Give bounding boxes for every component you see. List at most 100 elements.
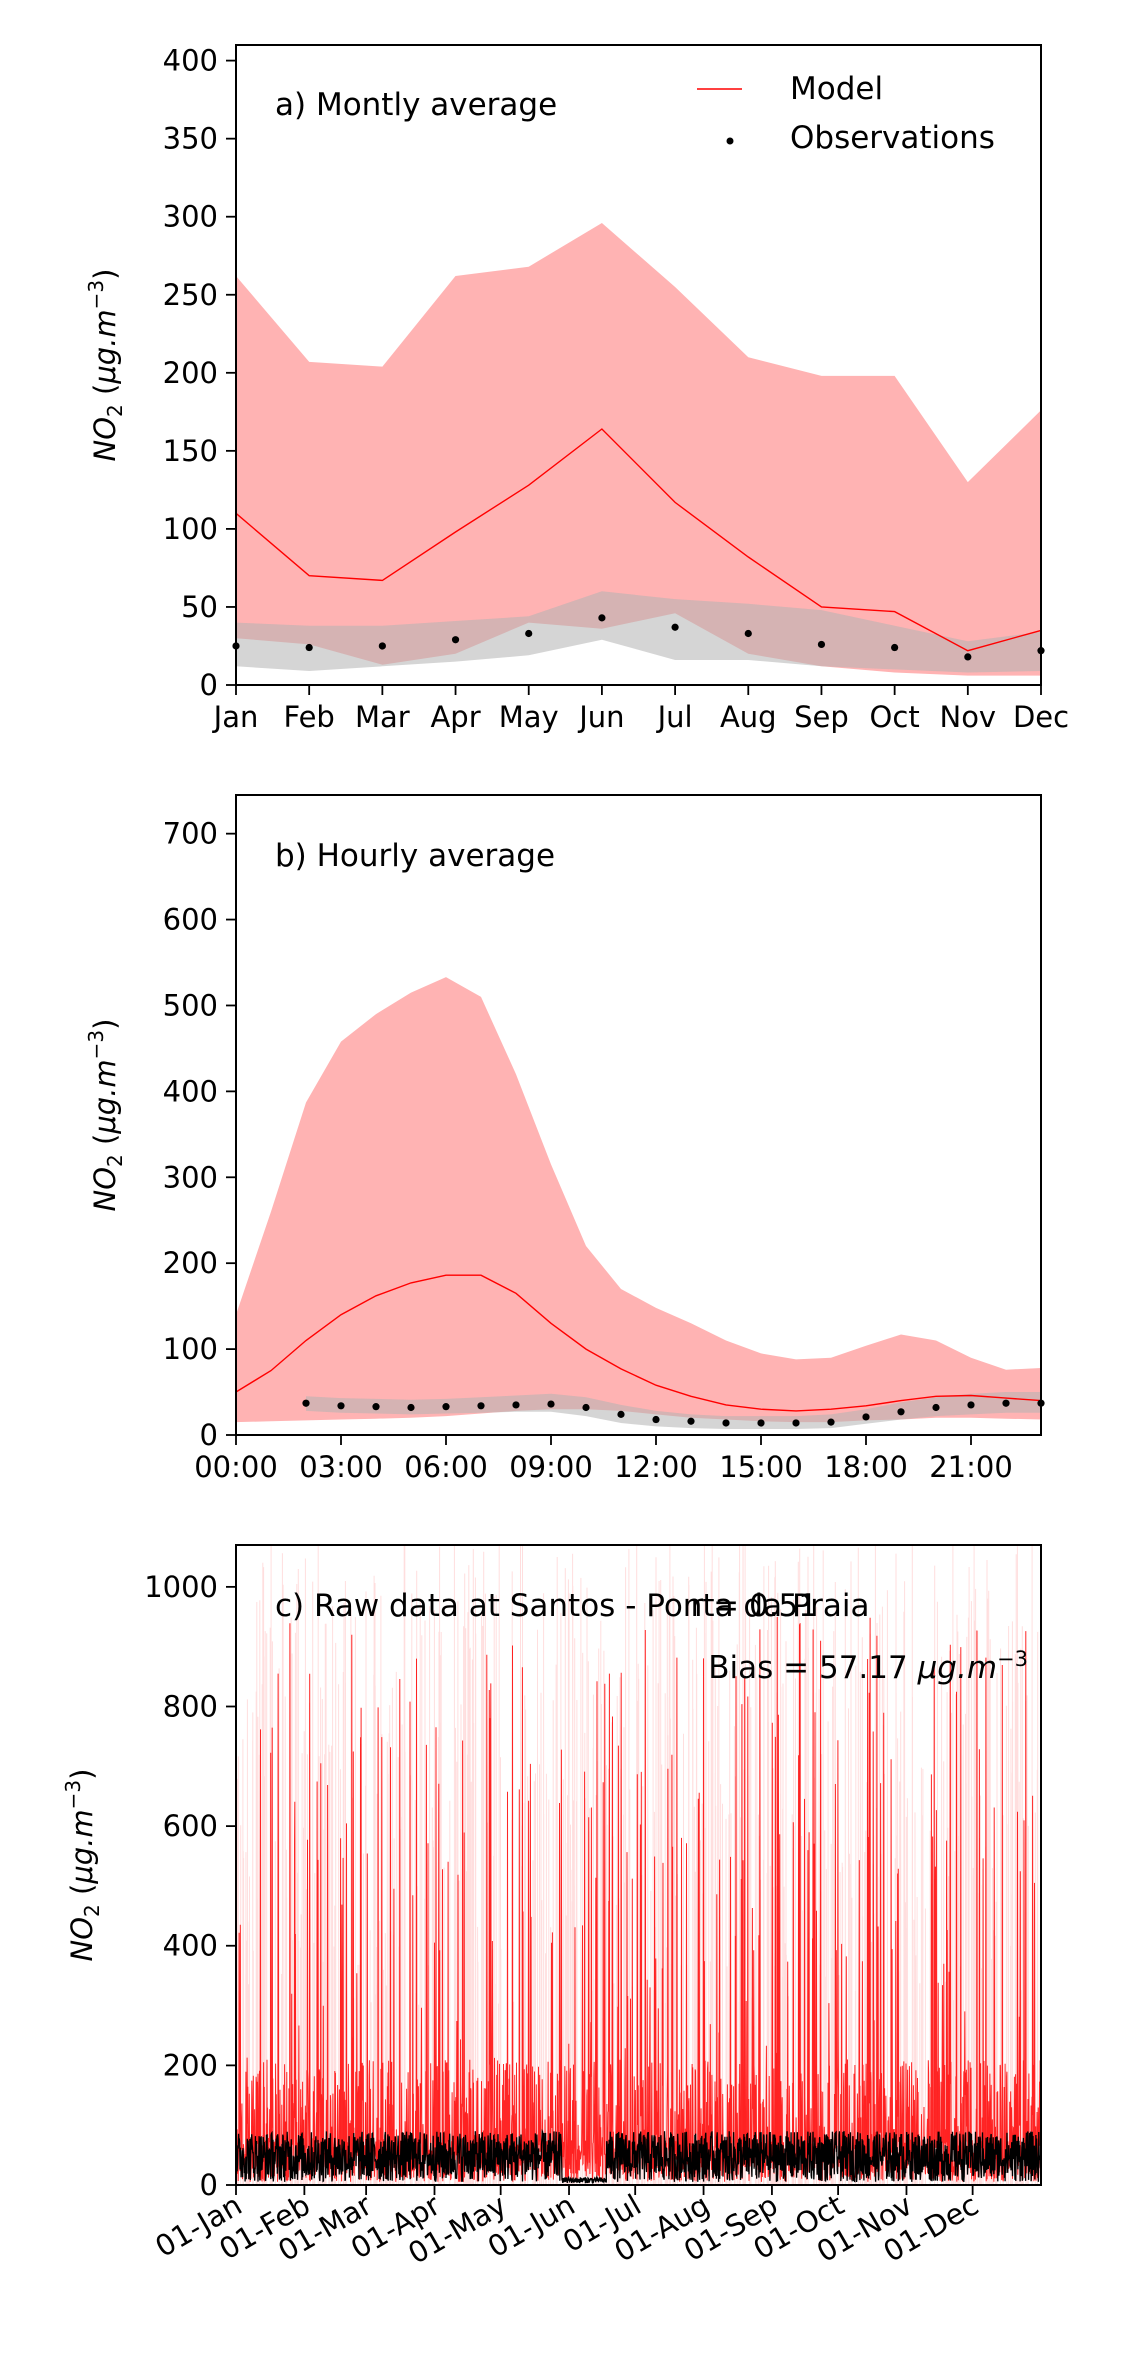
- observation-point: [652, 1415, 660, 1424]
- observation-point: [817, 640, 826, 649]
- observation-point: [722, 1419, 730, 1427]
- observation-point: [891, 643, 899, 652]
- panel-c-series: [236, 1616, 1041, 2185]
- observation-point: [305, 643, 313, 652]
- observation-point: [582, 1403, 590, 1412]
- legend-model-label: Model: [790, 71, 883, 107]
- panel-a-xtick-label: Mar: [355, 700, 410, 734]
- panel-b-ytick-label: 0: [200, 1418, 218, 1452]
- panel-a-xtick-label: May: [499, 700, 559, 734]
- observation-point: [897, 1408, 905, 1416]
- observation-point: [302, 1399, 310, 1407]
- observation-point: [442, 1403, 450, 1411]
- panel-b-xtick-label: 15:00: [719, 1450, 803, 1484]
- panel-a-xtick-label: Sep: [794, 700, 849, 734]
- panel-c-correlation: r = 0.51: [691, 1588, 818, 1624]
- panel-c-raw: 0200400600800100001-Jan01-Feb01-Mar01-Ap…: [61, 1544, 1042, 2271]
- observation-point: [671, 623, 679, 631]
- panel-b-xtick-label: 00:00: [194, 1450, 278, 1484]
- panel-a-ytick-label: 50: [181, 590, 218, 624]
- panel-a-xtick-label: Aug: [720, 700, 777, 734]
- panel-a-ticks: 0 50 100 150 200 250 300 350 400 Jan Feb Mar Apr May J…: [163, 44, 1069, 734]
- panel-a-xtick-label: Oct: [870, 700, 920, 734]
- observation-point: [451, 636, 460, 644]
- panel-a-ytick-label: 250: [163, 278, 218, 312]
- panel-a-ytick-label: 350: [163, 122, 218, 156]
- panel-c-ytick-label: 1000: [144, 1570, 218, 1604]
- panel-b-xtick-label: 06:00: [404, 1450, 488, 1484]
- panel-a-ytick-label: 200: [163, 356, 218, 390]
- observation-point: [862, 1413, 870, 1421]
- observation-point: [757, 1419, 765, 1427]
- panel-b-ylabel: NO2 (μg.m−3): [84, 1019, 127, 1212]
- panel-c-frame: [235, 1544, 1042, 2186]
- panel-a-bands: [236, 223, 1041, 676]
- panel-c-ytick-label: 200: [163, 2048, 218, 2082]
- observation-point: [598, 614, 606, 622]
- legend-observations-marker: [726, 137, 734, 145]
- panel-a-ytick-label: 400: [163, 44, 218, 78]
- panel-a-monthly: 0 50 100 150 200 250 300 350 400 Jan Feb Mar Apr May J…: [84, 44, 1069, 734]
- model-range-band: [236, 223, 1041, 676]
- panel-b-ytick-label: 200: [163, 1246, 218, 1280]
- panel-b-ytick-label: 700: [163, 817, 218, 851]
- panel-c-ytick-label: 600: [163, 1809, 218, 1843]
- panel-b-frame: [235, 794, 1042, 1436]
- panel-b-ytick-label: 300: [163, 1160, 218, 1194]
- panel-b-xtick-label: 12:00: [614, 1450, 698, 1484]
- observation-range-band: [236, 591, 1041, 673]
- panel-b-hourly: 0 100 200 300 400 500 600 700 00:00 03:00 06:00 09:…: [84, 794, 1045, 1484]
- panel-c-ytick-label: 400: [163, 1929, 218, 1963]
- observation-point: [337, 1402, 345, 1410]
- panel-b-ytick-label: 100: [163, 1332, 218, 1366]
- observation-point: [932, 1403, 940, 1412]
- observation-point: [378, 642, 386, 650]
- panel-b-ytick-label: 500: [163, 988, 218, 1022]
- panel-b-ticks: 0 100 200 300 400 500 600 700 00:00 03:00 06:00 09:…: [163, 817, 1013, 1484]
- panel-b-bands: [236, 977, 1041, 1429]
- panel-a-xtick-label: Jan: [212, 700, 259, 734]
- observation-raw-line: [236, 2128, 1041, 2185]
- panel-b-xtick-label: 09:00: [509, 1450, 593, 1484]
- observation-point: [477, 1402, 485, 1410]
- panel-a-lines: [232, 428, 1045, 661]
- observation-point: [967, 1401, 975, 1409]
- panel-a-ylabel: NO2 (μg.m−3): [84, 269, 127, 462]
- panel-a-legend: Model Observations: [697, 71, 995, 156]
- panel-a-frame: [235, 44, 1042, 686]
- panel-c-ytick-label: 0: [200, 2168, 218, 2202]
- panel-b-ytick-label: 400: [163, 1074, 218, 1108]
- observation-point: [407, 1403, 415, 1412]
- panel-b-xtick-label: 18:00: [824, 1450, 908, 1484]
- observation-point: [744, 629, 752, 638]
- panel-a-xtick-label: Dec: [1013, 700, 1069, 734]
- observation-range-band: [306, 1392, 1041, 1429]
- panel-b-xtick-label: 03:00: [299, 1450, 383, 1484]
- legend-observations-label: Observations: [790, 120, 995, 156]
- observation-point: [1002, 1399, 1010, 1407]
- panel-a-xtick-label: Nov: [940, 700, 997, 734]
- panel-a-ytick-label: 100: [163, 512, 218, 546]
- panel-b-xtick-label: 21:00: [929, 1450, 1013, 1484]
- observation-point: [827, 1418, 835, 1426]
- panel-c-label: c) Raw data at Santos - Ponta da Praia: [275, 1588, 869, 1624]
- panel-a-ytick-label: 300: [163, 200, 218, 234]
- panel-a-ytick-label: 150: [163, 434, 218, 468]
- observation-point: [372, 1403, 380, 1411]
- panel-c-ylabel: NO2 (μg.m−3): [61, 1769, 104, 1962]
- model-line: [235, 1274, 1042, 1412]
- observation-point: [547, 1400, 555, 1408]
- panel-a-xtick-label: Jun: [577, 700, 624, 734]
- model-range-band: [236, 977, 1041, 1423]
- panel-c-ytick-label: 800: [163, 1689, 218, 1723]
- observation-point: [617, 1410, 625, 1418]
- panel-a-label: a) Montly average: [275, 87, 557, 123]
- model-line: [235, 428, 1042, 652]
- panel-b-ytick-label: 600: [163, 903, 218, 937]
- panel-a-xtick-label: Apr: [430, 700, 480, 734]
- panel-b-label: b) Hourly average: [275, 838, 555, 874]
- observation-point: [792, 1419, 800, 1427]
- panel-a-ytick-label: 0: [200, 668, 218, 702]
- observation-point: [964, 653, 972, 661]
